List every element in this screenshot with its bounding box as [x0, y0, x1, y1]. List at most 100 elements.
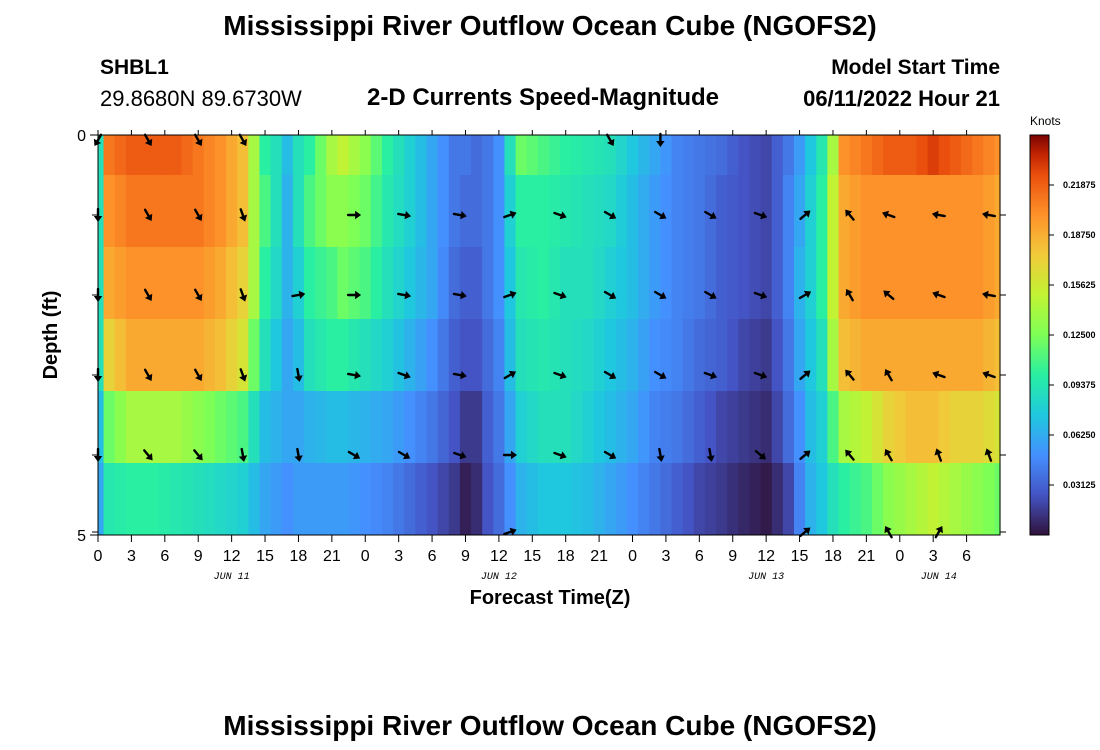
- heatmap-cell: [949, 319, 962, 391]
- heatmap-cell: [749, 391, 762, 463]
- heatmap-cell: [849, 463, 862, 535]
- heatmap-cell: [125, 175, 138, 247]
- heatmap-cell: [259, 135, 272, 175]
- heatmap-cell: [181, 319, 194, 391]
- heatmap-cell: [604, 135, 617, 175]
- heatmap-cell: [359, 135, 372, 175]
- current-vector-arrow: [239, 368, 248, 382]
- heatmap-cell: [304, 391, 316, 463]
- heatmap-cell: [248, 319, 261, 391]
- heatmap-cell: [493, 319, 506, 391]
- current-vector-arrow: [193, 368, 203, 382]
- heatmap-cell: [226, 319, 238, 391]
- heatmap-cell: [348, 319, 361, 391]
- heatmap-cell: [459, 175, 472, 247]
- heatmap-cell: [270, 247, 283, 319]
- heatmap-cell: [526, 463, 539, 535]
- heatmap-cell: [515, 247, 528, 319]
- current-vector-arrow: [603, 370, 617, 380]
- heatmap-cell: [738, 175, 751, 247]
- heatmap-cell: [916, 135, 929, 175]
- heatmap-cell: [437, 247, 450, 319]
- heatmap-cell: [660, 135, 673, 175]
- heatmap-cell: [270, 135, 283, 175]
- heatmap-cell: [626, 391, 639, 463]
- heatmap-cell: [682, 391, 695, 463]
- heatmap-cell: [214, 391, 227, 463]
- current-vector-arrow: [452, 291, 467, 300]
- heatmap-cell: [938, 247, 951, 319]
- heatmap-cell: [682, 175, 695, 247]
- heatmap-cell: [593, 463, 606, 535]
- current-vector-arrow: [502, 450, 517, 460]
- heatmap-cell: [927, 247, 940, 319]
- current-vector-arrow: [346, 371, 361, 380]
- heatmap-cell: [827, 319, 840, 391]
- heatmap-cell: [393, 135, 405, 175]
- heatmap-cell: [348, 247, 361, 319]
- heatmap-cell: [805, 319, 817, 391]
- heatmap-cell: [192, 247, 205, 319]
- heatmap-cell: [860, 135, 873, 175]
- station-coordinates: 29.8680N 89.6730W: [100, 86, 302, 111]
- heatmap-cell: [526, 175, 539, 247]
- heatmap-cell: [638, 135, 650, 175]
- x-tick-label: 15: [791, 548, 809, 565]
- heatmap-cell: [537, 135, 550, 175]
- heatmap-cell: [593, 247, 606, 319]
- heatmap-cell: [292, 135, 305, 175]
- heatmap-cell: [916, 247, 929, 319]
- heatmap-cell: [326, 175, 339, 247]
- heatmap-cell: [760, 247, 773, 319]
- heatmap-cell: [459, 135, 472, 175]
- heatmap-cell: [571, 135, 584, 175]
- heatmap-cell: [716, 135, 728, 175]
- heatmap-cell: [615, 175, 628, 247]
- heatmap-cell: [259, 175, 272, 247]
- heatmap-cell: [448, 319, 461, 391]
- heatmap-cell: [159, 247, 171, 319]
- current-vector-arrow: [238, 133, 247, 147]
- heatmap-cell: [471, 247, 483, 319]
- heatmap-cell: [972, 175, 984, 247]
- heatmap-cell: [448, 175, 461, 247]
- heatmap-cell: [894, 175, 906, 247]
- heatmap-cell: [716, 247, 728, 319]
- heatmap-cell: [259, 319, 272, 391]
- current-vector-arrow: [397, 211, 412, 220]
- heatmap-cell: [370, 391, 383, 463]
- heatmap-cell: [136, 135, 149, 175]
- colorbar-tick-label: 0.09375: [1063, 380, 1096, 390]
- heatmap-cell: [716, 463, 728, 535]
- heatmap-cell: [860, 175, 873, 247]
- heatmap-cell: [370, 463, 383, 535]
- heatmap-cell: [393, 319, 405, 391]
- x-tick-label: 21: [590, 548, 608, 565]
- colorbar-ticks: 0.21875 0.18750 0.15625 0.12500 0.09375 0.062…: [1049, 180, 1096, 490]
- heatmap-cell: [727, 391, 739, 463]
- heatmap-cell: [304, 175, 316, 247]
- current-vector-arrow: [143, 368, 153, 382]
- heatmap-cell: [359, 319, 372, 391]
- current-vector-arrow: [753, 291, 768, 300]
- heatmap-cell: [537, 391, 550, 463]
- heatmap-cell: [738, 319, 751, 391]
- heatmap-cell: [905, 247, 918, 319]
- heatmap-cell: [604, 247, 617, 319]
- current-vector-arrow: [453, 451, 467, 460]
- heatmap-cell: [571, 319, 584, 391]
- heatmap-cell: [883, 463, 895, 535]
- heatmap-cell: [782, 463, 795, 535]
- heatmap-cell: [793, 135, 806, 175]
- x-tick-label: 6: [962, 548, 971, 565]
- heatmap-cell: [448, 463, 461, 535]
- heatmap-cell: [682, 319, 695, 391]
- heatmap-cell: [259, 247, 272, 319]
- heatmap-cell: [961, 463, 973, 535]
- heatmap-cell: [571, 247, 584, 319]
- heatmap-cell: [626, 135, 639, 175]
- heatmap-cell: [760, 319, 773, 391]
- heatmap-cell: [838, 391, 851, 463]
- current-vector-arrow: [753, 371, 768, 380]
- heatmap-cell: [760, 135, 773, 175]
